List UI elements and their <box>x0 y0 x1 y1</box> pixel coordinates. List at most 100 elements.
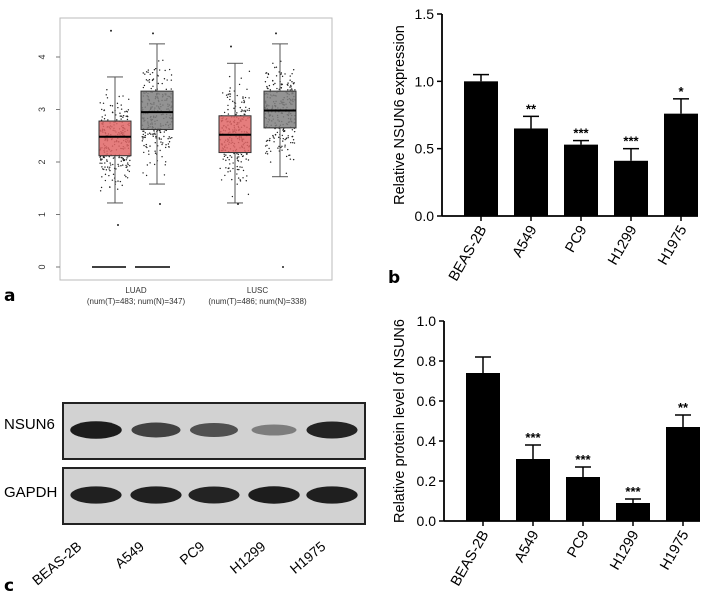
data-point <box>104 173 107 176</box>
data-point <box>246 109 248 111</box>
data-point <box>105 169 108 171</box>
data-point <box>219 167 221 170</box>
data-point <box>238 83 241 86</box>
data-point <box>244 113 246 116</box>
panel-b-bar-chart: 0.0 0.5 1.0 1.5 Relative NSUN6 expression BEA… <box>380 0 702 295</box>
data-point <box>267 87 269 90</box>
data-point <box>145 174 148 177</box>
data-point <box>126 115 128 117</box>
category-label: BEAS-2B <box>446 223 490 284</box>
data-point <box>165 88 168 91</box>
data-point <box>278 145 280 148</box>
data-point <box>277 147 279 149</box>
data-point <box>117 165 120 167</box>
data-point <box>247 159 250 161</box>
lane-label: PC9 <box>176 538 208 568</box>
data-point <box>169 137 171 140</box>
data-point <box>232 100 234 103</box>
data-point <box>116 102 119 105</box>
expression-bar-chart: 0.0 0.5 1.0 1.5 Relative NSUN6 expression BEA… <box>392 6 698 284</box>
bar-h1299 <box>616 503 650 521</box>
boxplot-chart: 0 1 2 3 4 LUAD (num(T)=483; num(N)=347) LUSC (nu… <box>37 17 333 306</box>
data-point <box>236 183 238 185</box>
tumor-box <box>98 120 132 157</box>
data-point <box>125 110 128 112</box>
data-point <box>168 68 171 71</box>
data-point <box>286 83 289 86</box>
data-point <box>236 173 238 175</box>
data-point <box>276 131 279 134</box>
data-point <box>104 179 107 182</box>
data-point <box>242 169 245 172</box>
bar-h1299 <box>614 160 648 216</box>
data-point <box>126 118 129 121</box>
data-point <box>289 79 291 81</box>
data-point <box>154 133 156 136</box>
data-point <box>107 166 109 168</box>
data-point <box>220 179 223 181</box>
data-point <box>120 156 122 159</box>
data-point <box>119 112 121 114</box>
data-point <box>154 141 156 144</box>
data-point <box>243 101 246 103</box>
data-point <box>154 67 157 70</box>
data-point <box>272 136 275 138</box>
group-sublabel: (num(T)=486; num(N)=338) <box>208 297 307 306</box>
data-point <box>273 137 275 139</box>
data-point <box>99 190 102 192</box>
data-point <box>281 145 283 147</box>
data-point <box>292 142 294 144</box>
data-point <box>282 137 284 140</box>
data-point <box>291 81 293 83</box>
data-point <box>269 137 271 140</box>
data-point <box>120 115 123 117</box>
data-point <box>274 82 276 85</box>
significance-label: * <box>678 84 684 99</box>
data-point <box>117 180 119 182</box>
data-point <box>223 111 226 114</box>
data-point <box>147 80 149 82</box>
panel-c-western-blot: NSUN6 GAPDH BEAS-2B A549 PC9 H1299 H1975… <box>0 380 390 600</box>
data-point <box>155 137 157 139</box>
data-point <box>157 75 159 77</box>
data-point <box>264 145 267 147</box>
data-point <box>126 157 128 159</box>
data-point <box>151 79 154 82</box>
data-point <box>122 157 124 160</box>
data-point <box>111 105 114 107</box>
data-point <box>154 152 157 154</box>
data-point <box>146 146 148 149</box>
data-point <box>292 82 295 84</box>
data-point <box>287 82 289 84</box>
data-point <box>275 66 278 68</box>
category-label: H1975 <box>657 528 692 573</box>
data-point <box>119 180 122 183</box>
data-point <box>152 85 154 87</box>
data-point <box>142 138 144 140</box>
data-point <box>142 130 144 133</box>
data-point <box>164 69 166 72</box>
data-point <box>272 134 274 137</box>
data-point <box>221 92 224 94</box>
data-point <box>100 159 102 161</box>
data-point <box>227 113 230 115</box>
data-point <box>120 108 123 110</box>
data-point <box>292 139 295 141</box>
data-point <box>281 149 283 151</box>
data-point <box>112 163 114 166</box>
data-point <box>145 143 148 146</box>
band-h1975 <box>306 486 358 504</box>
data-point <box>120 160 122 162</box>
data-point <box>164 164 166 166</box>
data-point <box>106 159 108 161</box>
bar-beas-2b <box>464 81 498 216</box>
data-point <box>128 170 131 173</box>
data-point <box>280 60 282 63</box>
data-point <box>116 188 119 190</box>
data-point <box>104 162 106 164</box>
data-point <box>109 166 111 168</box>
data-point <box>101 176 103 178</box>
data-point <box>278 136 280 139</box>
data-point <box>142 172 144 174</box>
data-point <box>290 141 292 144</box>
